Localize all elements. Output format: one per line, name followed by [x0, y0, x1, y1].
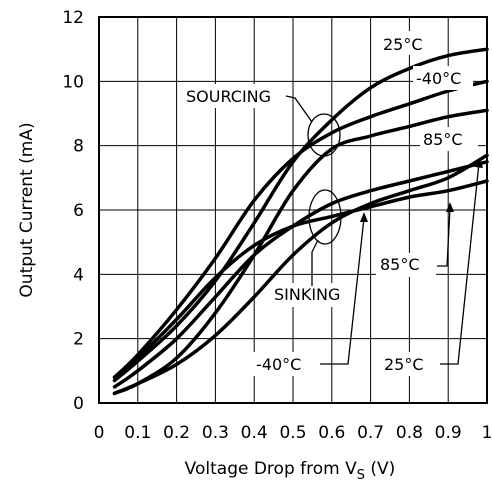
leader-sink-minus40 [320, 217, 365, 365]
sinking-ellipse [308, 189, 342, 245]
x-tick-label: 0.9 [435, 423, 462, 443]
group-ellipses [307, 113, 342, 245]
x-axis-label-subscript: S [357, 468, 365, 483]
annotation-sinking-minus40c: -40°C [256, 355, 301, 374]
annotation-sourcing-85c: 85°C [423, 130, 463, 149]
x-tick-label: 0.5 [279, 423, 306, 443]
series-line-sourcing-2 [112, 108, 489, 396]
annotation-sinking: SINKING [274, 285, 340, 304]
x-tick-label: 0.1 [124, 423, 151, 443]
series-line-sinking-4 [112, 160, 489, 389]
x-tick-label: 0.6 [318, 423, 345, 443]
leader-lines [285, 95, 480, 365]
x-axis-label: Voltage Drop from VS (V) [185, 459, 396, 483]
annotation-sourcing-25c: 25°C [383, 35, 423, 54]
y-tick-label: 6 [73, 201, 84, 221]
arrowhead-sink-25 [475, 158, 483, 168]
x-tick-label: 0.3 [202, 423, 229, 443]
y-tick-label: 4 [73, 265, 84, 285]
plot-frame [98, 16, 488, 404]
sourcing-ellipse [307, 113, 341, 157]
y-tick-label: 10 [62, 72, 84, 92]
x-tick-label: 0.4 [241, 423, 268, 443]
annotation-sinking-85c: 85°C [380, 255, 420, 274]
series-layer [112, 47, 489, 396]
leader-sinking [311, 239, 319, 286]
annotation-sinking-25c: 25°C [384, 355, 424, 374]
x-axis-label-unit: (V) [365, 459, 395, 479]
x-tick-label: 1 [482, 423, 492, 443]
y-tick-label: 8 [73, 137, 84, 157]
x-axis-label-main: Voltage Drop from V [185, 459, 357, 479]
leader-sink-85 [437, 207, 451, 267]
x-tick-label: 0 [94, 423, 105, 443]
leader-sourcing [285, 95, 313, 123]
arrowhead-sink-minus40 [360, 212, 368, 222]
y-axis-label: Output Current (mA) [17, 122, 37, 297]
x-tick-label: 0.2 [163, 423, 190, 443]
x-tick-label: 0.8 [396, 423, 423, 443]
x-tick-label: 0.7 [357, 423, 384, 443]
y-tick-label: 2 [73, 330, 84, 350]
x-tick-labels: 0 0.1 0.2 0.3 0.4 0.5 0.6 0.7 0.8 0.9 1 [94, 423, 492, 443]
series-line-sinking-5 [112, 153, 489, 396]
annotation-sourcing-minus40c: -40°C [416, 69, 461, 88]
series-line-sourcing-1 [112, 79, 489, 380]
leader-sink-25 [440, 162, 480, 365]
arrowhead-sink-85 [446, 202, 454, 212]
annotation-sourcing: SOURCING [186, 87, 271, 106]
series-line-sourcing-0 [112, 47, 489, 383]
y-tick-label: 12 [62, 8, 84, 28]
y-tick-label: 0 [73, 394, 84, 414]
y-tick-labels: 0 2 4 6 8 10 12 [62, 8, 84, 414]
leader-arrowheads [360, 158, 483, 222]
annotations: 25°C -40°C 85°C SOURCING SINKING 85°C -4… [183, 31, 478, 376]
